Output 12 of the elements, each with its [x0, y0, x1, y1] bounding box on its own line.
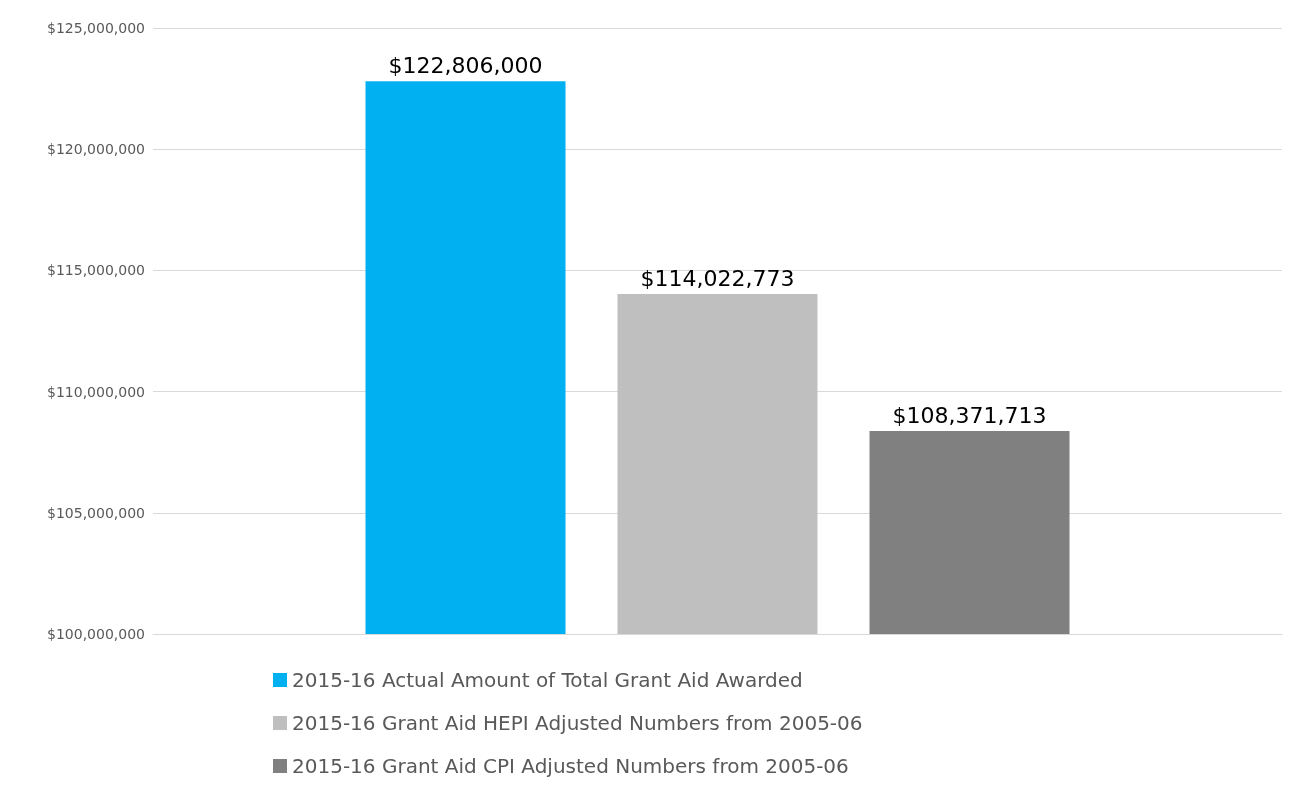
y-tick-label: $105,000,000 — [47, 504, 145, 521]
data-label: $114,022,773 — [640, 265, 795, 291]
legend-label: 2015-16 Grant Aid CPI Adjusted Numbers from 2005-06 — [292, 754, 849, 778]
y-tick-label: $125,000,000 — [47, 20, 145, 36]
y-tick-label: $100,000,000 — [47, 626, 145, 642]
y-tick-label: $115,000,000 — [47, 262, 145, 279]
data-label: $122,806,000 — [388, 52, 543, 78]
legend-label: 2015-16 Grant Aid HEPI Adjusted Numbers from 2005-06 — [292, 711, 863, 735]
y-tick-label: $110,000,000 — [47, 383, 145, 400]
y-tick-label: $120,000,000 — [47, 141, 145, 158]
data-label: $108,371,713 — [892, 402, 1047, 428]
legend-label: 2015-16 Actual Amount of Total Grant Aid Awarded — [292, 668, 803, 692]
